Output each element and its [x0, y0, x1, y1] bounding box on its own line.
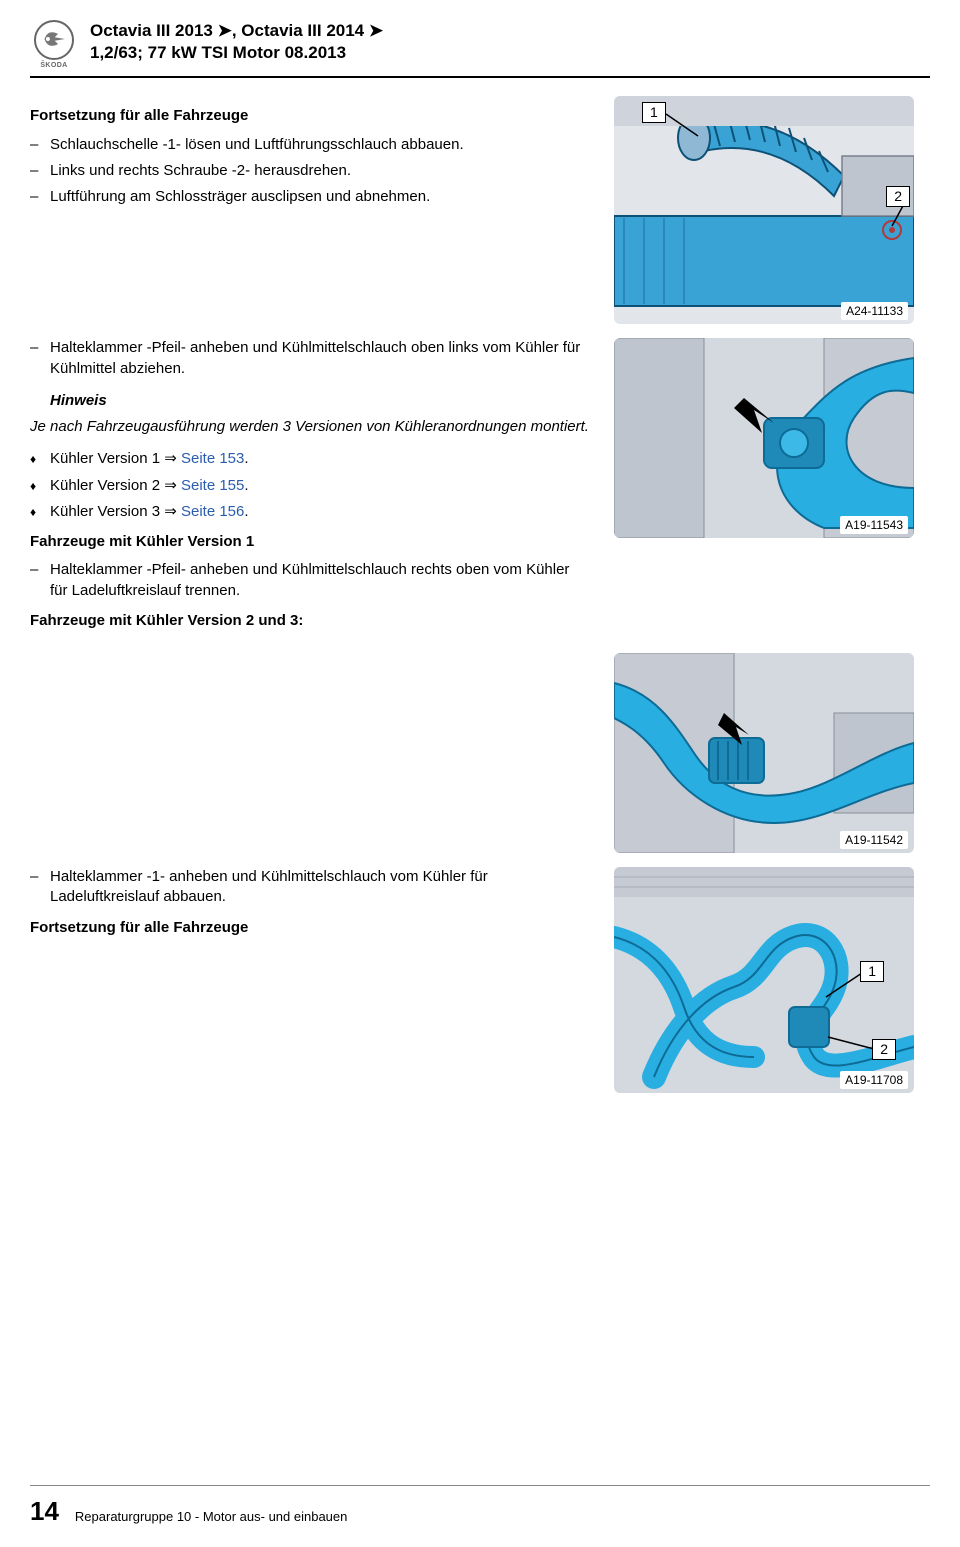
- figure-id: A19-11543: [840, 516, 908, 534]
- v1-title: Fahrzeuge mit Kühler Version 1: [30, 532, 590, 552]
- page-footer: 14 Reparaturgruppe 10 - Motor aus- und e…: [30, 1485, 930, 1529]
- version-text: Kühler Version 1 ⇒: [50, 450, 177, 467]
- callout-1: 1: [642, 102, 666, 123]
- figure-id: A19-11708: [840, 1071, 908, 1089]
- callout-1: 1: [860, 961, 884, 982]
- section-b-step: Halteklammer -Pfeil- anheben und Kühlmit…: [30, 338, 590, 379]
- section-a-steps: Schlauchschelle -1- lösen und Luftführun…: [30, 135, 590, 208]
- engine-diagram-icon: [614, 96, 914, 324]
- page-link[interactable]: Seite 156: [181, 503, 244, 520]
- hose-diagram-icon: [614, 653, 914, 853]
- section-a-title: Fortsetzung für alle Fahrzeuge: [30, 106, 590, 126]
- step-item: Halteklammer -Pfeil- anheben und Kühlmit…: [30, 560, 590, 601]
- step-item: Links und rechts Schraube -2- herausdreh…: [30, 161, 590, 181]
- version-list: Kühler Version 1 ⇒ Seite 153. Kühler Ver…: [30, 449, 590, 522]
- page-link[interactable]: Seite 153: [181, 450, 244, 467]
- version-text: Kühler Version 3 ⇒: [50, 503, 177, 520]
- v23-title: Fahrzeuge mit Kühler Version 2 und 3:: [30, 611, 590, 631]
- header-title: Octavia III 2013 ➤, Octavia III 2014 ➤ 1…: [90, 20, 383, 64]
- list-item: Kühler Version 2 ⇒ Seite 155.: [30, 476, 590, 496]
- figure-a19-11542: A19-11542: [614, 653, 914, 853]
- version-text: Kühler Version 2 ⇒: [50, 477, 177, 494]
- list-item: Kühler Version 3 ⇒ Seite 156.: [30, 502, 590, 522]
- section-c-step: Halteklammer -1- anheben und Kühlmittels…: [30, 867, 590, 908]
- figure-id: A19-11542: [840, 831, 908, 849]
- header-line-1: Octavia III 2013 ➤, Octavia III 2014 ➤: [90, 20, 383, 42]
- footer-text: Reparaturgruppe 10 - Motor aus- und einb…: [75, 1508, 347, 1529]
- hose-diagram-icon: [614, 338, 914, 538]
- figure-a19-11708: 1 2 A19-11708: [614, 867, 914, 1093]
- step-item: Luftführung am Schlossträger ausclipsen …: [30, 187, 590, 207]
- header-line-2: 1,2/63; 77 kW TSI Motor 08.2013: [90, 42, 383, 64]
- figure-a24-11133: 1 2 A24-11133: [614, 96, 914, 324]
- section-c-title: Fortsetzung für alle Fahrzeuge: [30, 918, 590, 938]
- hint-body: Je nach Fahrzeugausführung werden 3 Vers…: [30, 417, 590, 437]
- figure-a19-11543: A19-11543: [614, 338, 914, 538]
- brand-name: ŠKODA: [40, 61, 67, 70]
- page-link[interactable]: Seite 155: [181, 477, 244, 494]
- v1-step-list: Halteklammer -Pfeil- anheben und Kühlmit…: [30, 560, 590, 601]
- page-header: ŠKODA Octavia III 2013 ➤, Octavia III 20…: [30, 20, 930, 78]
- step-item: Schlauchschelle -1- lösen und Luftführun…: [30, 135, 590, 155]
- hint-title: Hinweis: [50, 391, 590, 411]
- step-item: Halteklammer -Pfeil- anheben und Kühlmit…: [30, 338, 590, 379]
- callout-2: 2: [872, 1039, 896, 1060]
- list-item: Kühler Version 1 ⇒ Seite 153.: [30, 449, 590, 469]
- skoda-arrow-icon: [36, 22, 70, 56]
- callout-2: 2: [886, 186, 910, 207]
- figure-id: A24-11133: [841, 302, 908, 320]
- page-number: 14: [30, 1494, 59, 1529]
- brand-logo: ŠKODA: [30, 20, 78, 70]
- step-item: Halteklammer -1- anheben und Kühlmittels…: [30, 867, 590, 908]
